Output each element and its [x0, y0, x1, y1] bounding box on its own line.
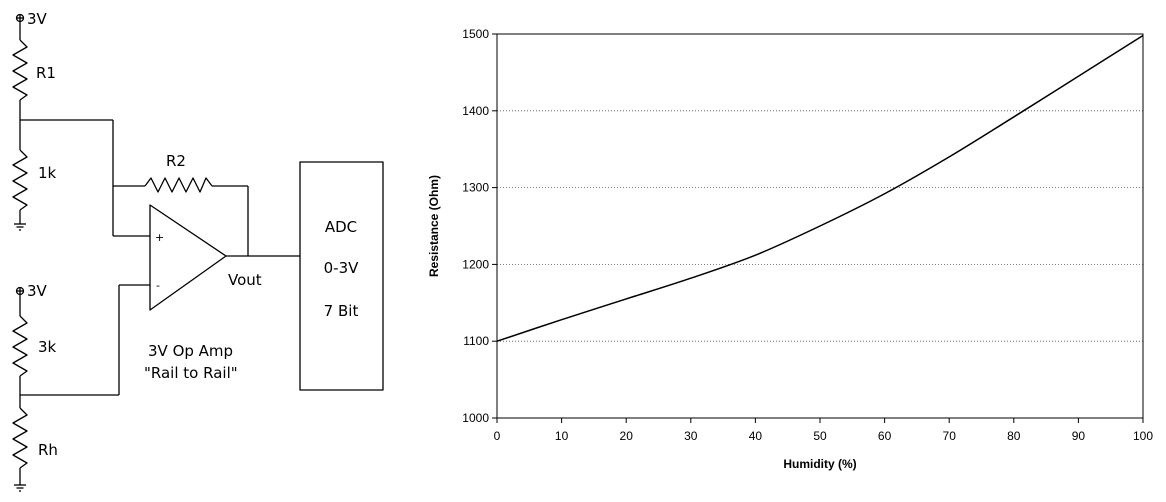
- y-tick-label: 1300: [462, 181, 489, 195]
- resistor-1k-label: 1k: [38, 164, 57, 182]
- op-amp-caption-line2: "Rail to Rail": [144, 364, 238, 382]
- adc-range-label: 0-3V: [324, 259, 359, 277]
- circuit-diagram: 3V R1 1k R2 + - Vout: [12, 10, 384, 492]
- x-tick-label: 90: [1072, 429, 1086, 443]
- x-axis-ticks: 0 10 20 30 40 50 60 70 80 90 100: [494, 418, 1153, 443]
- adc-bits-label: 7 Bit: [324, 302, 359, 320]
- supply-label-top: 3V: [27, 10, 48, 28]
- x-tick-label: 30: [684, 429, 698, 443]
- x-tick-label: 40: [749, 429, 763, 443]
- op-amp-minus: -: [156, 279, 160, 292]
- y-tick-label: 1500: [462, 27, 489, 41]
- x-tick-label: 100: [1133, 429, 1153, 443]
- resistor-rh-label: Rh: [38, 441, 58, 459]
- resistor-1k: [12, 149, 28, 211]
- x-axis-label: Humidity (%): [783, 457, 856, 471]
- resistor-r2: [144, 177, 213, 193]
- supply-terminal-bottom: [15, 286, 25, 296]
- resistor-3k: [12, 315, 28, 377]
- x-tick-label: 50: [813, 429, 827, 443]
- y-axis-ticks: 1000 1100 1200 1300 1400 1500: [462, 27, 497, 425]
- op-amp-caption-line1: 3V Op Amp: [148, 342, 233, 360]
- resistance-humidity-chart: 1000 1100 1200 1300 1400 1500 0 10 20 30 40 50 60 70…: [427, 27, 1153, 471]
- x-tick-label: 20: [620, 429, 634, 443]
- x-tick-label: 60: [878, 429, 892, 443]
- vout-label: Vout: [228, 271, 262, 289]
- x-tick-label: 70: [943, 429, 957, 443]
- chart-grid: [497, 33, 1143, 342]
- adc-label: ADC: [325, 218, 357, 236]
- y-tick-label: 1000: [462, 411, 489, 425]
- resistor-r1: [12, 39, 28, 101]
- resistor-r1-label: R1: [36, 64, 56, 82]
- y-tick-label: 1100: [463, 334, 489, 348]
- y-tick-label: 1200: [462, 257, 489, 271]
- x-tick-label: 80: [1007, 429, 1021, 443]
- x-tick-label: 0: [494, 429, 501, 443]
- ground-symbol-1: [14, 223, 26, 231]
- op-amp: [149, 204, 227, 311]
- resistor-r2-label: R2: [166, 152, 186, 170]
- y-axis-label: Resistance (Ohm): [427, 175, 441, 277]
- op-amp-plus: +: [155, 231, 164, 244]
- x-tick-label: 10: [555, 429, 569, 443]
- resistor-rh: [12, 407, 28, 469]
- adc-block: [299, 161, 384, 391]
- series-line: [496, 34, 1144, 342]
- resistor-3k-label: 3k: [38, 338, 57, 356]
- y-tick-label: 1400: [462, 104, 489, 118]
- ground-symbol-2: [14, 484, 26, 492]
- supply-label-bottom: 3V: [27, 282, 48, 300]
- supply-terminal-top: [15, 13, 25, 23]
